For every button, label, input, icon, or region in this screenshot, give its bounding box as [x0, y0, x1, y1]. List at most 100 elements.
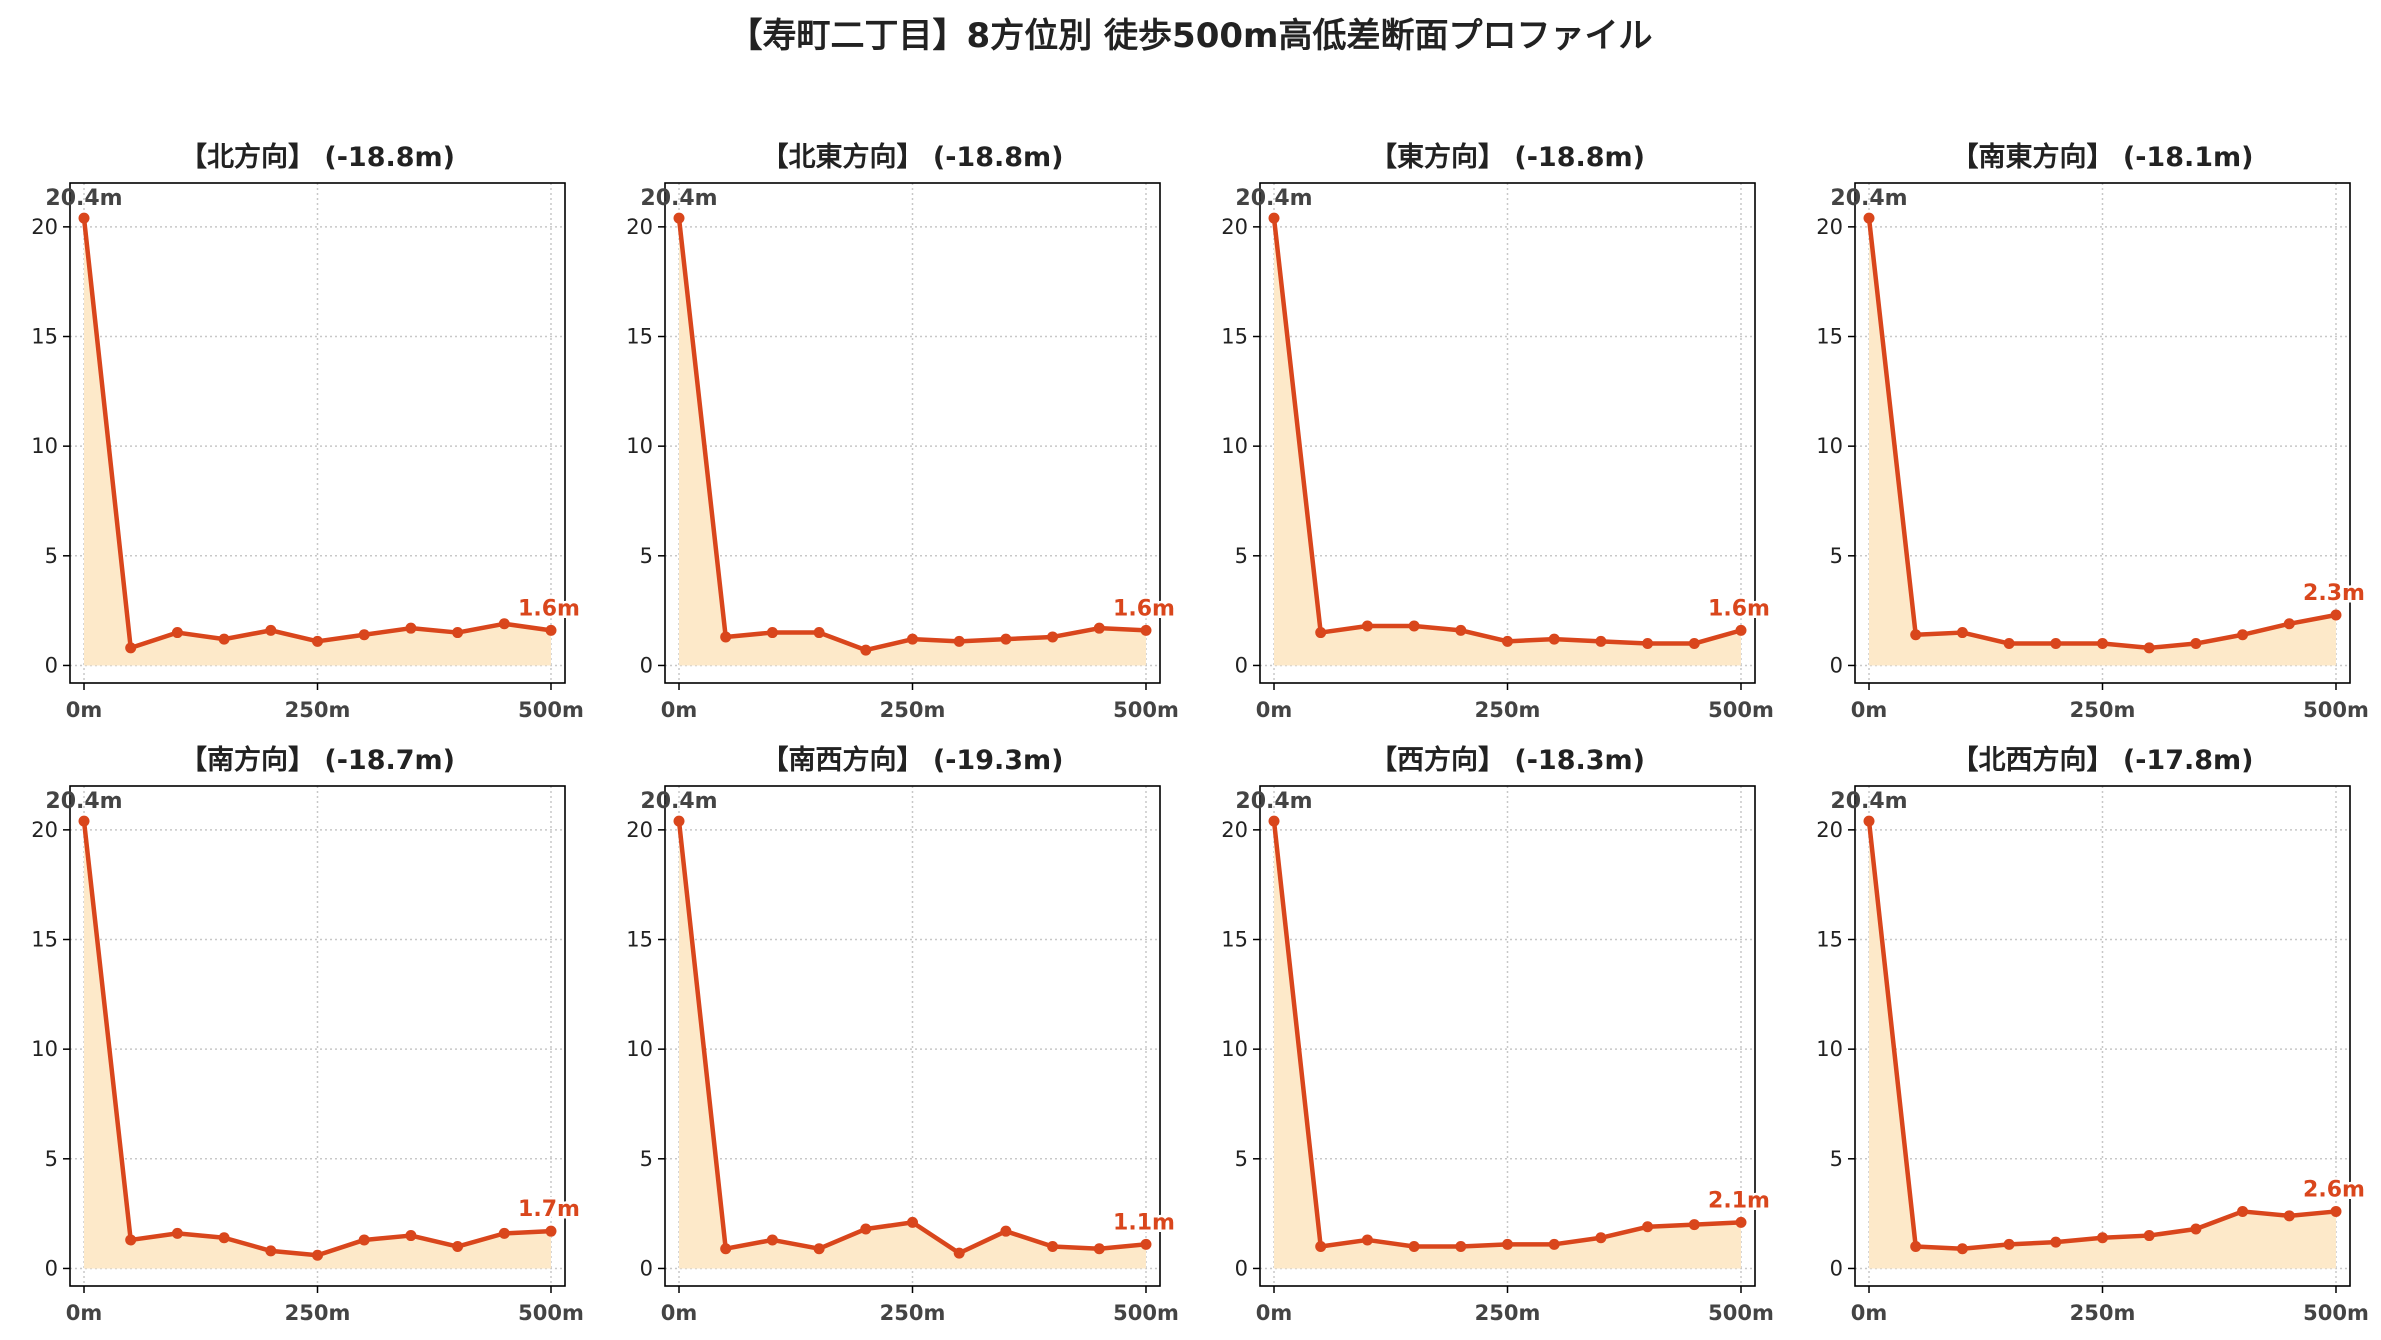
panel-8: 0 5 10 15 20 0m 250m 500m 【北西方向】 (-17.8m) 20.4m 2.… — [1816, 744, 2369, 1325]
panel-5-point-0 — [78, 815, 90, 827]
panel-1-title: 【北方向】 (-18.8m) — [180, 141, 455, 173]
panel-3-ytick-label-3: 15 — [1221, 325, 1248, 349]
panel-2-ytick-label-4: 20 — [626, 215, 653, 239]
panel-1-ytick-label-4: 20 — [31, 215, 58, 239]
panel-6-end-label: 1.1m — [1113, 1210, 1175, 1235]
panel-7-xtick-label-1: 250m — [1475, 1301, 1541, 1325]
panel-7-ytick-label-4: 20 — [1221, 818, 1248, 842]
panel-5-xtick-label-1: 250m — [285, 1301, 351, 1325]
panel-7-point-5 — [1502, 1238, 1513, 1250]
panel-1-ytick-label-2: 10 — [31, 434, 58, 458]
panel-3: 0 5 10 15 20 0m 250m 500m 【東方向】 (-18.8m) 20.4m 1.6… — [1221, 141, 1774, 722]
panel-8-ytick-label-0: 0 — [1830, 1256, 1843, 1280]
panel-4-point-0 — [1863, 212, 1875, 224]
panel-5-point-8 — [452, 1241, 464, 1253]
panel-2-start-label: 20.4m — [640, 186, 717, 211]
panel-1-point-9 — [498, 618, 510, 630]
panel-7: 0 5 10 15 20 0m 250m 500m 【西方向】 (-18.3m) 20.4m 2.1… — [1221, 744, 1774, 1325]
panel-1-ytick-label-1: 5 — [45, 544, 58, 568]
panel-7-point-4 — [1455, 1241, 1467, 1253]
panel-7-start-label: 20.4m — [1235, 789, 1312, 814]
panel-6-point-7 — [1000, 1225, 1012, 1237]
panel-8-point-3 — [2003, 1238, 2015, 1250]
panel-1-point-7 — [405, 622, 417, 634]
panel-3-end-label: 1.6m — [1708, 596, 1770, 621]
panel-1-start-label: 20.4m — [45, 186, 122, 211]
panel-6-point-5 — [907, 1216, 918, 1228]
panel-6-point-6 — [953, 1247, 965, 1259]
panel-1-end-label: 1.6m — [518, 596, 580, 621]
panel-6-xtick-label-0: 0m — [661, 1301, 698, 1325]
panel-6-point-10 — [1140, 1238, 1152, 1250]
panel-4-point-1 — [1910, 629, 1922, 641]
panel-2-point-10 — [1140, 624, 1152, 636]
panel-4-start-label: 20.4m — [1830, 186, 1907, 211]
panel-3-ytick-label-4: 20 — [1221, 215, 1248, 239]
panel-5-point-7 — [405, 1230, 417, 1242]
panel-2-xtick-label-2: 500m — [1113, 698, 1179, 722]
panel-7-point-10 — [1735, 1216, 1747, 1228]
panel-4-end-label: 2.3m — [2303, 581, 2365, 606]
panel-3-point-10 — [1735, 624, 1747, 636]
panel-6-ytick-label-0: 0 — [640, 1256, 653, 1280]
panel-7-point-0 — [1268, 815, 1280, 827]
panel-6-ytick-label-2: 10 — [626, 1037, 653, 1061]
panel-4-ytick-label-4: 20 — [1816, 215, 1843, 239]
panel-7-point-8 — [1642, 1221, 1654, 1233]
panel-4-point-7 — [2190, 638, 2202, 650]
panel-8-point-8 — [2237, 1205, 2249, 1217]
panel-8-xtick-label-0: 0m — [1851, 1301, 1888, 1325]
panel-3-point-6 — [1548, 633, 1560, 645]
panel-3-ytick-label-1: 5 — [1235, 544, 1248, 568]
panel-8-xtick-label-1: 250m — [2070, 1301, 2136, 1325]
panel-7-point-9 — [1688, 1219, 1700, 1231]
panel-3-ytick-label-0: 0 — [1235, 653, 1248, 677]
panel-3-point-5 — [1502, 635, 1513, 647]
panel-4-xtick-label-0: 0m — [1851, 698, 1888, 722]
panel-5-xtick-label-0: 0m — [66, 1301, 103, 1325]
panel-5-end-label: 1.7m — [518, 1197, 580, 1222]
panel-6-ytick-label-3: 15 — [626, 928, 653, 952]
panel-5: 0 5 10 15 20 0m 250m 500m 【南方向】 (-18.7m) 20.4m 1.7… — [31, 744, 584, 1325]
panel-6-xtick-label-1: 250m — [880, 1301, 946, 1325]
panel-7-point-2 — [1361, 1234, 1373, 1246]
figure-title: 【寿町二丁目】8方位別 徒歩500m高低差断面プロファイル — [728, 16, 1653, 56]
panel-4-point-6 — [2143, 642, 2155, 654]
panel-6-point-0 — [673, 815, 685, 827]
panel-6-title: 【南西方向】 (-19.3m) — [761, 744, 1063, 776]
panel-3-point-3 — [1408, 620, 1420, 632]
panel-3-point-4 — [1455, 624, 1467, 636]
panel-8-end-label: 2.6m — [2303, 1177, 2365, 1202]
panel-7-point-1 — [1315, 1241, 1327, 1253]
panel-6-point-9 — [1093, 1243, 1105, 1255]
panel-4-ytick-label-2: 10 — [1816, 434, 1843, 458]
panel-5-point-4 — [265, 1245, 277, 1257]
panel-5-start-label: 20.4m — [45, 789, 122, 814]
panel-5-ytick-label-0: 0 — [45, 1256, 58, 1280]
panel-4-xtick-label-1: 250m — [2070, 698, 2136, 722]
panel-3-title: 【東方向】 (-18.8m) — [1370, 141, 1645, 173]
panel-6-point-3 — [813, 1243, 825, 1255]
panel-5-ytick-label-2: 10 — [31, 1037, 58, 1061]
panel-4-point-8 — [2237, 629, 2249, 641]
panel-2-point-2 — [766, 627, 778, 639]
panel-2-end-label: 1.6m — [1113, 596, 1175, 621]
panel-8-ytick-label-2: 10 — [1816, 1037, 1843, 1061]
panel-2-title: 【北東方向】 (-18.8m) — [761, 141, 1063, 173]
panel-6-ytick-label-1: 5 — [640, 1147, 653, 1171]
panel-6-ytick-label-4: 20 — [626, 818, 653, 842]
panel-1-point-2 — [171, 627, 183, 639]
panel-2-ytick-label-3: 15 — [626, 325, 653, 349]
panel-6-point-2 — [766, 1234, 778, 1246]
panel-1-point-6 — [358, 629, 370, 641]
panel-8-start-label: 20.4m — [1830, 789, 1907, 814]
panel-2-point-6 — [953, 635, 965, 647]
panel-5-ytick-label-3: 15 — [31, 928, 58, 952]
panel-6: 0 5 10 15 20 0m 250m 500m 【南西方向】 (-19.3m) 20.4m 1.… — [626, 744, 1179, 1325]
panel-7-end-label: 2.1m — [1708, 1188, 1770, 1213]
panel-5-ytick-label-1: 5 — [45, 1147, 58, 1171]
panel-8-area-fill — [1869, 821, 2336, 1269]
panel-3-point-7 — [1595, 635, 1607, 647]
panel-1-point-1 — [125, 642, 137, 654]
